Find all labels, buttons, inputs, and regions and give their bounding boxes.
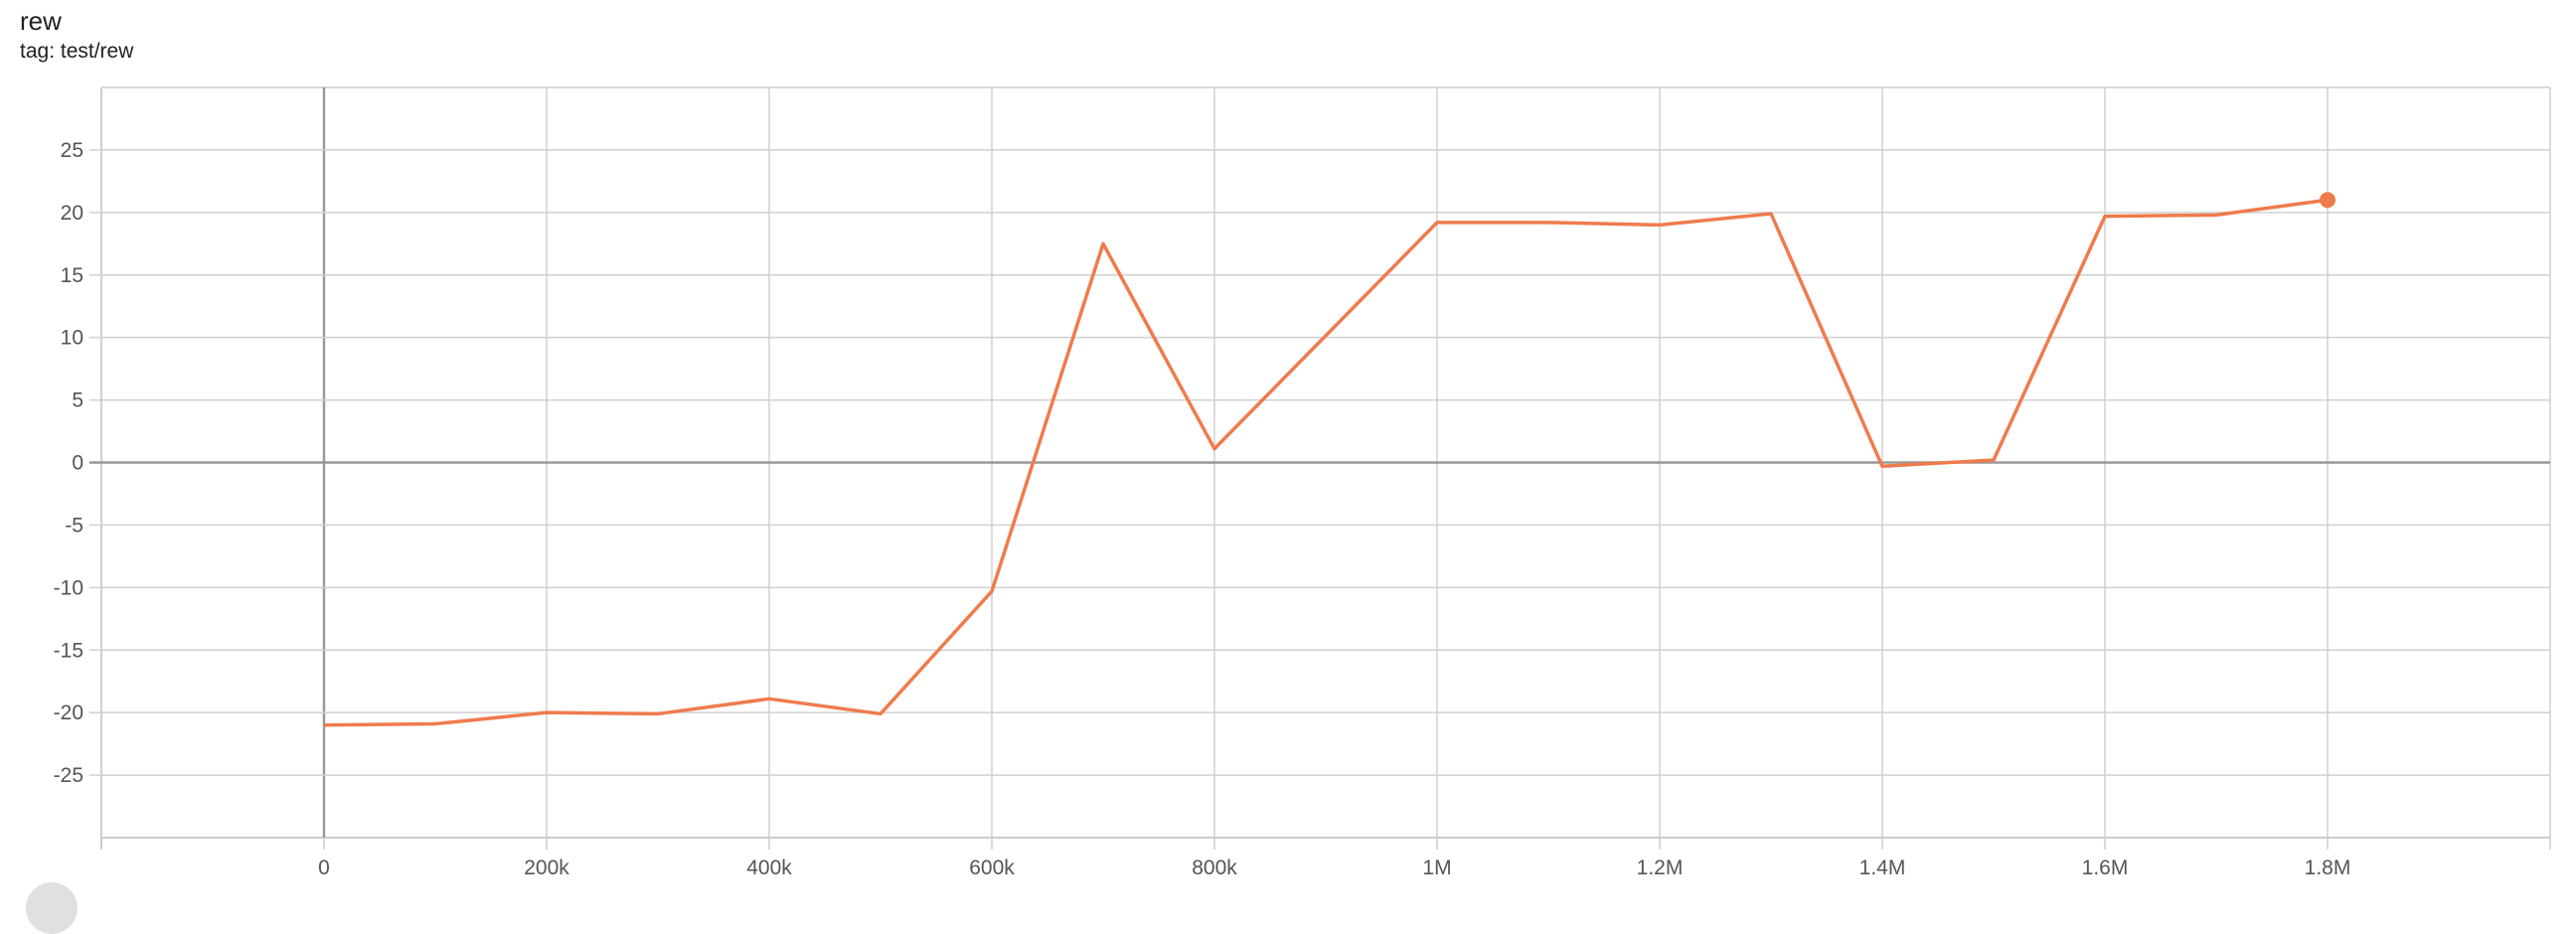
x-tick-label: 1.8M [2305, 856, 2351, 879]
y-tick-label: 20 [61, 202, 83, 225]
y-tick-label: -10 [54, 576, 83, 599]
y-tick-label: -25 [54, 764, 83, 787]
y-tick-label: -20 [54, 701, 83, 724]
x-tick-label: 400k [746, 856, 792, 879]
x-tick-label: 1.2M [1637, 856, 1684, 879]
x-tick-label: 0 [318, 856, 330, 879]
y-tick-label: -5 [65, 514, 83, 537]
y-tick-label: 25 [61, 139, 83, 162]
x-tick-label: 600k [969, 856, 1015, 879]
y-tick-label: 5 [72, 389, 83, 412]
x-tick-label: 1.4M [1859, 856, 1906, 879]
y-tick-label: 0 [72, 452, 83, 475]
x-tick-label: 1M [1422, 856, 1451, 879]
line-chart[interactable]: 0 200k 400k 600k 800k 1M 1.2M 1.4M 1.6M 1.8M 25 20 1… [0, 0, 2576, 890]
y-tick-label: 15 [61, 264, 83, 287]
y-tick-label: -15 [54, 639, 83, 662]
y-tick-label: 10 [61, 327, 83, 350]
x-tick-label: 1.6M [2082, 856, 2129, 879]
x-tick-label: 200k [524, 856, 569, 879]
last-point-marker [2320, 192, 2335, 208]
x-tick-label: 800k [1192, 856, 1237, 879]
